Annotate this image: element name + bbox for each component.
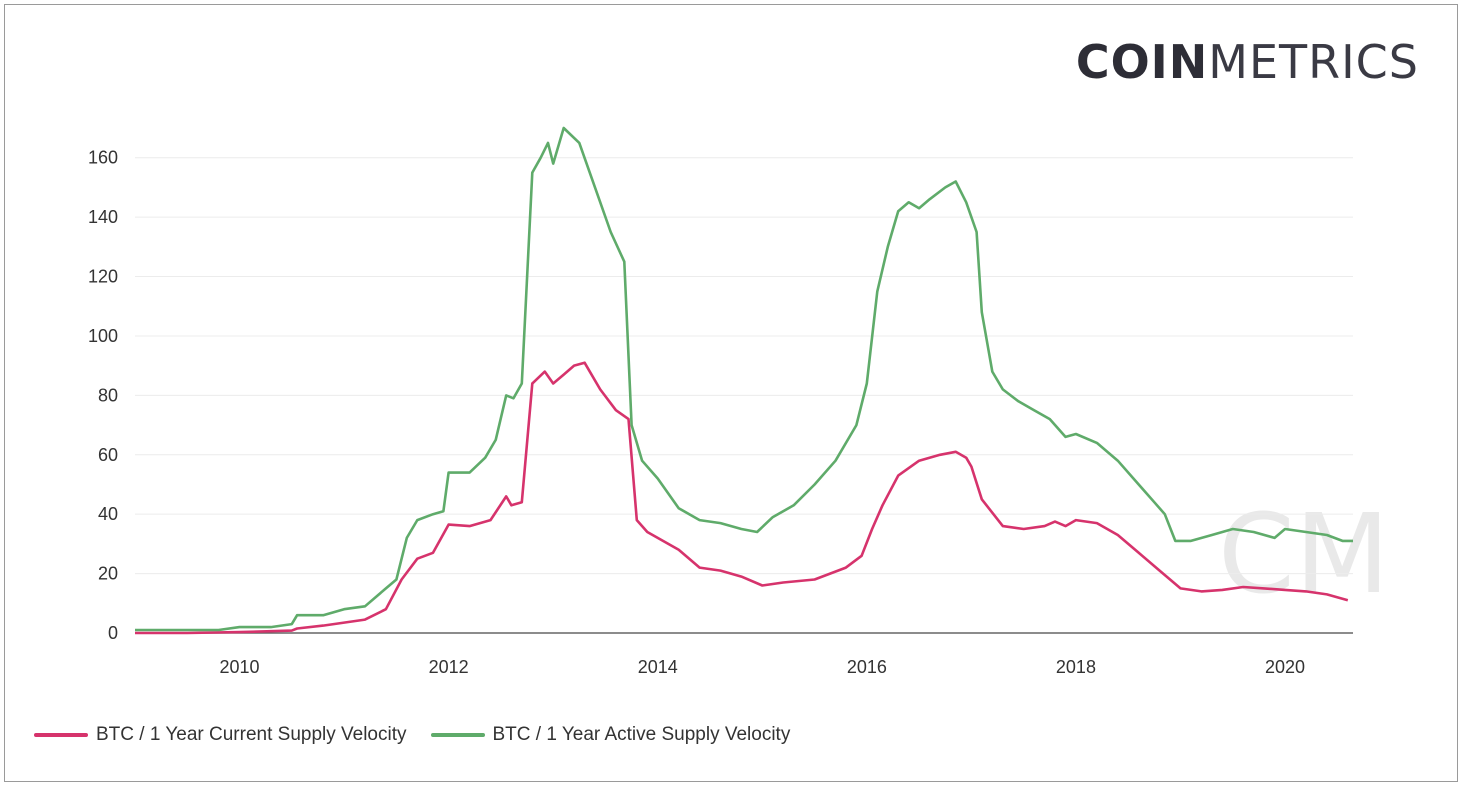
- y-tick-label: 120: [88, 267, 118, 287]
- watermark-text: CM: [1218, 490, 1390, 618]
- y-tick-label: 0: [108, 623, 118, 643]
- y-tick-label: 160: [88, 148, 118, 168]
- legend-item-1[interactable]: BTC / 1 Year Active Supply Velocity: [430, 724, 791, 746]
- y-axis-ticks: 0 20 40 60 80 100 120 140 160: [88, 148, 118, 643]
- y-tick-label: 100: [88, 326, 118, 346]
- y-tick-label: 140: [88, 207, 118, 227]
- logo-bold-text: COIN: [1075, 35, 1209, 89]
- logo-light-text: METRICS: [1208, 35, 1419, 89]
- x-tick-label: 2016: [847, 657, 887, 677]
- legend-label: BTC / 1 Year Current Supply Velocity: [96, 724, 407, 745]
- legend-label: BTC / 1 Year Active Supply Velocity: [492, 724, 791, 745]
- x-tick-label: 2012: [429, 657, 469, 677]
- y-tick-label: 60: [98, 445, 118, 465]
- grid-lines: [135, 157, 1353, 575]
- series-line-1: [135, 126, 1353, 632]
- y-tick-label: 20: [98, 564, 118, 584]
- y-tick-label: 40: [98, 504, 118, 524]
- legend-item-0[interactable]: BTC / 1 Year Current Supply Velocity: [34, 724, 407, 746]
- cm-watermark-icon: CM: [1218, 490, 1390, 618]
- x-axis-ticks: 2010 2012 2014 2016 2018 2020: [220, 657, 1306, 677]
- x-tick-label: 2010: [220, 657, 260, 677]
- coinmetrics-logo: COINMETRICS: [1076, 35, 1419, 89]
- legend: BTC / 1 Year Current Supply Velocity BTC …: [34, 724, 814, 746]
- series-lines: [135, 126, 1353, 635]
- legend-swatch-icon: [430, 733, 485, 737]
- x-tick-label: 2018: [1056, 657, 1096, 677]
- y-tick-label: 80: [98, 385, 118, 405]
- x-tick-label: 2014: [638, 657, 678, 677]
- series-line-0: [135, 361, 1349, 635]
- x-tick-label: 2020: [1265, 657, 1305, 677]
- legend-swatch-icon: [34, 733, 88, 737]
- chart-frame: COINMETRICS: [4, 4, 1458, 782]
